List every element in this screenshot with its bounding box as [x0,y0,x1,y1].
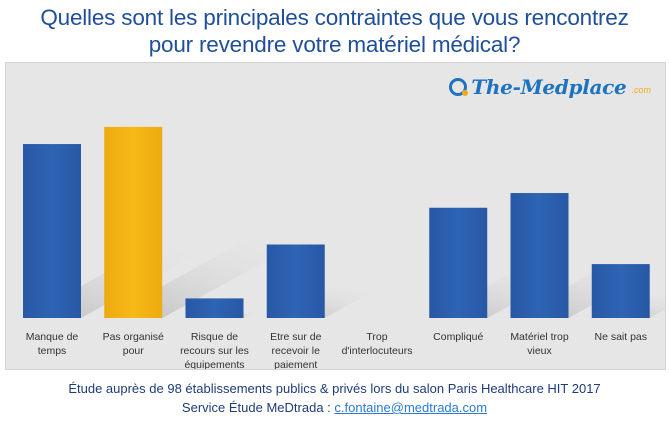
medplace-logo: The-Medplace .com [449,75,651,99]
bar-3 [185,298,244,318]
bar-8 [591,264,650,318]
medplace-logo-icon [449,78,469,96]
bar-7 [510,193,569,318]
category-label-5: Trop d'interlocuteurs [342,331,413,357]
chart-title: Quelles sont les principales contraintes… [0,4,669,58]
bar-2 [104,126,163,319]
bar-1 [23,144,81,318]
footer-service-label: Service Étude MeDtrada : [181,400,335,415]
category-label-6: Compliqué [433,331,483,343]
title-line-1: Quelles sont les principales contraintes… [40,5,629,30]
footer-study-note: Étude auprès de 98 établissements public… [68,381,601,396]
bar-6 [429,207,488,318]
logo-tld: .com [631,85,651,95]
chart-panel: Manque de temps Pas organisé pour Risque de r… [5,62,666,370]
category-label-3: Risque de recours sur les équipements [180,331,249,369]
category-label-8: Ne sait pas [594,331,647,343]
footer-contact: Service Étude MeDtrada : c.fontaine@medt… [0,400,669,415]
category-label-4: Etre sur de recevoir le paiement [270,331,322,369]
bar-chart: Manque de temps Pas organisé pour Risque de r… [23,126,665,369]
category-label-7: Matériel trop vieux [510,331,569,357]
title-line-2: pour revendre votre matériel médical? [148,32,521,57]
category-label-2: Pas organisé pour [103,331,164,357]
bar-4 [266,244,325,318]
category-label-1: Manque de temps [26,331,79,357]
contact-email-link[interactable]: c.fontaine@medtrada.com [334,400,488,415]
logo-name: The-Medplace [471,75,627,99]
